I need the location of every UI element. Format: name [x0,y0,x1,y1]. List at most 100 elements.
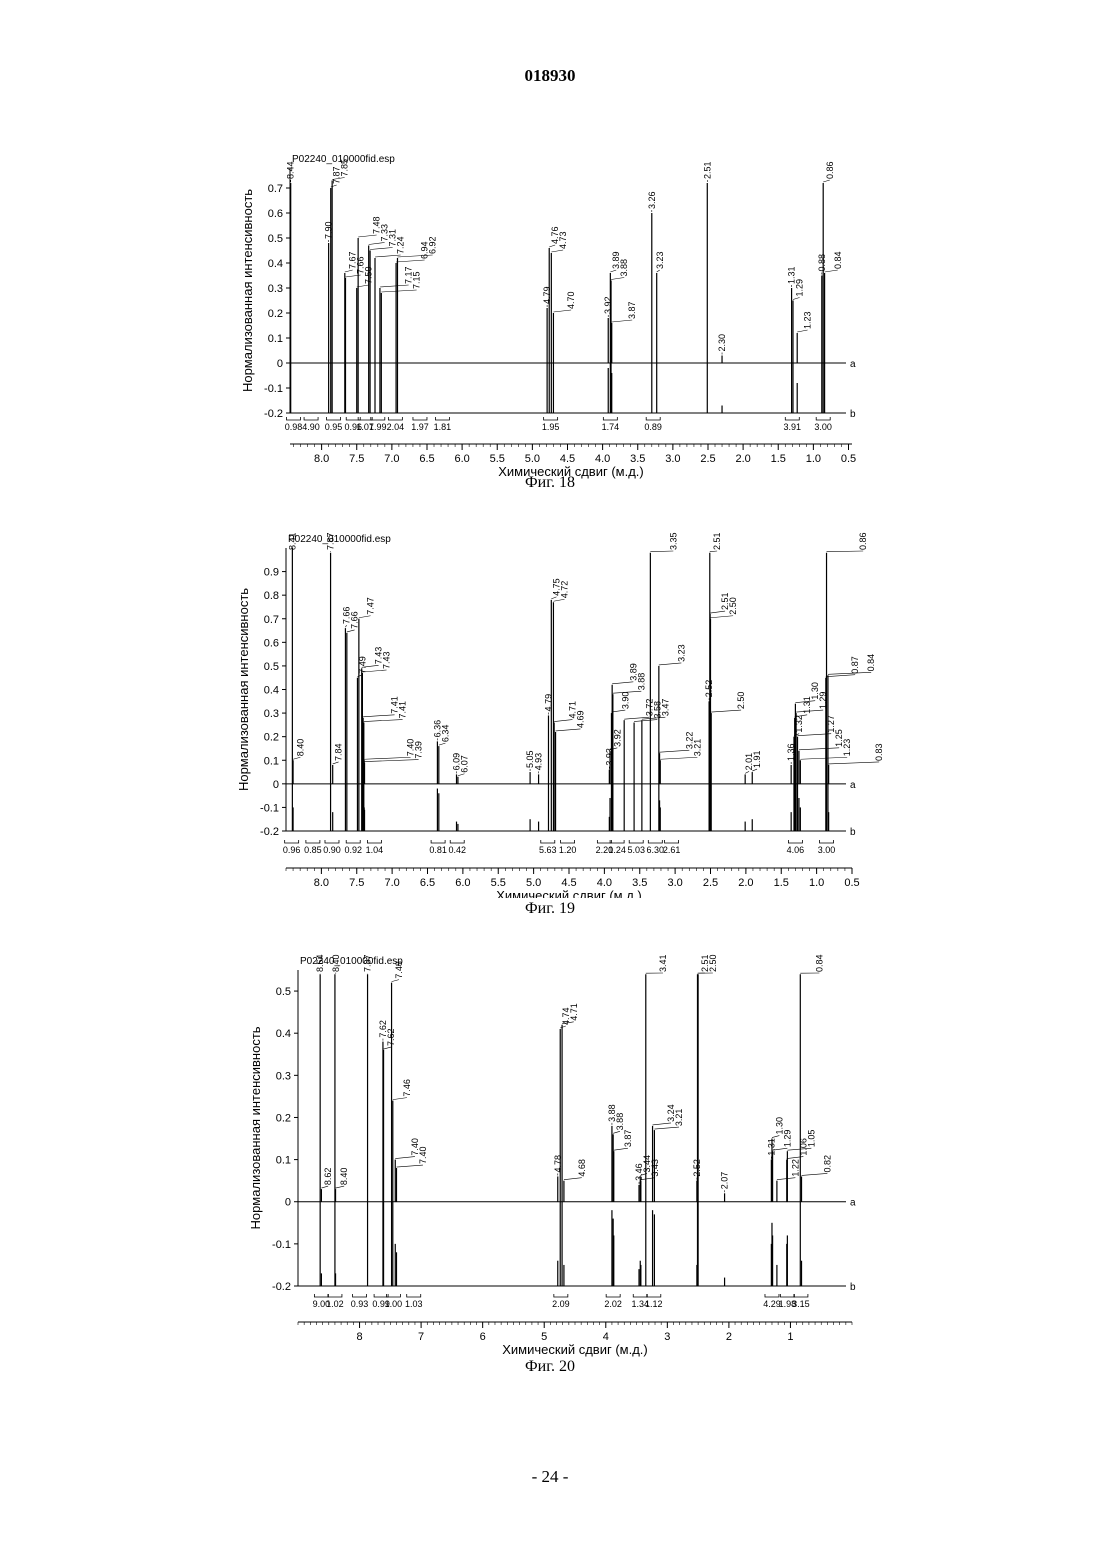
file-label: P02240_010000fid.esp [288,534,391,545]
integral-bracket [820,840,834,843]
integral-label: 1.97 [411,422,429,432]
peak-leader [345,270,353,272]
peak-leader [345,625,346,627]
integral-bracket [765,1294,779,1297]
x-tick-label: 3 [664,1331,670,1343]
document-number: 018930 [0,66,1100,86]
y-tick-label: 0.1 [268,333,283,345]
peak-leader [439,743,446,745]
peak-label: 1.91 [752,751,762,769]
peak-leader [772,1136,779,1138]
peak-label: 1.22 [790,1159,800,1177]
peak-label: 7.39 [414,741,424,759]
peak-leader [711,616,734,618]
integral-bracket [285,840,299,843]
peak-label: 0.84 [833,251,843,269]
x-tick-label: 2.0 [735,453,750,465]
y-tick-label: 0 [273,779,279,791]
peak-label: 8.41 [287,532,297,550]
y-tick-label: 0 [277,358,283,370]
peak-leader [613,1131,620,1133]
x-tick-label: 6.5 [419,453,434,465]
y-tick-label: -0.1 [260,802,279,814]
peak-leader [458,774,465,776]
peak-label: 0.83 [874,743,884,761]
peak-leader [610,270,616,272]
integral-bracket [633,1294,647,1297]
peak-label: 7.43 [382,651,392,669]
y-tick-label: 0.5 [268,233,283,245]
x-tick-label: 1.5 [774,877,789,889]
integral-label: 0.81 [429,845,447,855]
peak-label: 0.88 [817,254,827,272]
integral-bracket [435,417,449,420]
y-axis-label: Нормализованная интенсивность [248,1026,263,1229]
y-tick-label: 0.2 [276,1112,291,1124]
x-tick-label: 7.5 [349,453,364,465]
page-number: - 24 - [0,1467,1100,1487]
integral-label: 6.30 [647,845,665,855]
integral-label: 0.93 [351,1299,369,1309]
peak-leader [358,235,376,237]
peak-label: 3.92 [603,296,613,314]
peak-leader [369,243,385,245]
trace-label-a: a [850,1198,856,1209]
y-tick-label: 0.6 [268,208,283,220]
x-tick-label: 1.0 [806,453,821,465]
y-tick-label: 0.7 [268,183,283,195]
y-tick-label: 0.4 [276,1028,291,1040]
peak-label: 4.79 [542,286,552,304]
peak-label: 4.72 [559,581,569,599]
peak-label: 3.35 [668,532,678,550]
integral-bracket [353,1294,367,1297]
nmr-chart-19: P02240_010000fid.esp0.90.80.70.60.50.40.… [0,528,1100,898]
peak-leader [564,1178,582,1180]
peak-label: 2.50 [708,954,718,972]
x-tick-label: 8.0 [314,453,329,465]
x-tick-label: 8.0 [314,877,329,889]
integral-label: 3.15 [792,1299,810,1309]
peak-label: 2.51 [712,532,722,550]
peak-leader [384,1047,391,1049]
peak-label: 2.30 [717,334,727,352]
peak-leader [560,1026,566,1028]
y-tick-label: 0 [285,1197,291,1209]
peak-leader [364,720,403,722]
integral-bracket [603,417,617,420]
peak-leader [551,250,563,252]
x-tick-label: 1.5 [771,453,786,465]
peak-label: 3.88 [615,1113,625,1131]
peak-leader [799,748,839,750]
peak-label: 8.40 [331,954,341,972]
peak-leader [393,1098,407,1100]
x-tick-label: 2.5 [703,877,718,889]
peak-label: 0.86 [858,532,868,550]
integral-bracket [287,417,301,420]
integral-bracket [554,1294,568,1297]
peak-label: 3.21 [674,1109,684,1127]
x-tick-label: 6.0 [455,877,470,889]
peak-leader [365,760,419,762]
x-tick-label: 7 [418,1331,424,1343]
peak-label: 8.40 [295,739,305,757]
peak-leader [359,616,371,618]
integral-bracket [816,417,830,420]
x-tick-label: 0.5 [844,877,859,889]
integral-bracket [561,840,575,843]
integral-bracket [541,840,555,843]
peak-leader [380,285,409,287]
peak-leader [395,1157,415,1159]
integral-bracket [371,417,385,420]
x-tick-label: 6 [480,1331,486,1343]
peak-leader [710,551,717,552]
peak-leader [612,682,633,684]
peak-label: 4.73 [558,231,568,249]
peak-label: 6.34 [440,725,450,743]
y-tick-label: 0.2 [264,732,279,744]
x-tick-label: 2.0 [738,877,753,889]
figure-caption: Фиг. 19 [0,900,1100,918]
x-tick-label: 7.5 [349,877,364,889]
integral-label: 3.91 [784,422,802,432]
peak-leader [381,290,416,292]
peak-leader [653,1123,671,1125]
